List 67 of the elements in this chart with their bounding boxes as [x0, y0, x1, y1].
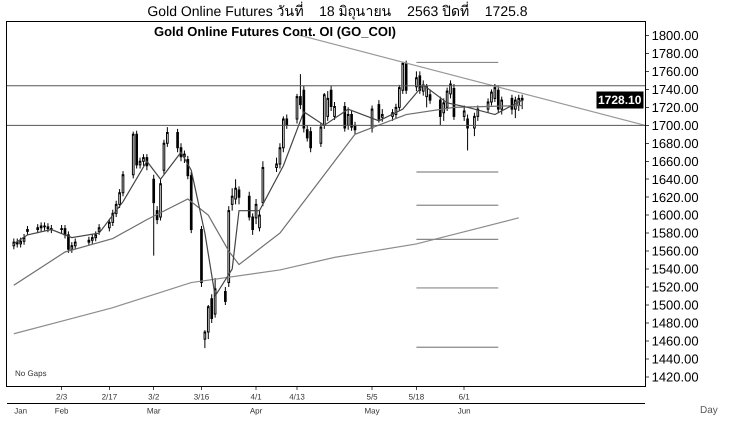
y-tick-label: 1540.00: [652, 262, 699, 277]
chart-subtitle: Gold Online Futures Cont. OI (GO_COI): [154, 24, 396, 39]
x-tick-label: 2/3: [56, 392, 68, 402]
candlestick: [43, 222, 46, 231]
candlestick: [46, 222, 50, 233]
x2-tick-label: May: [364, 406, 380, 416]
candlestick: [320, 123, 322, 148]
x2-tick-label: Feb: [54, 406, 70, 416]
y-tick-label: 1440.00: [652, 351, 699, 366]
candlestick: [88, 236, 90, 246]
annotation: 1728.10: [598, 93, 642, 107]
y-tick-label: 1660.00: [652, 154, 699, 169]
candlestick: [16, 238, 19, 248]
y-tick-label: 1620.00: [652, 190, 699, 205]
candlestick: [309, 126, 312, 153]
y-tick-label: 1580.00: [652, 226, 699, 241]
candlestick: [404, 60, 408, 94]
y-tick-label: 1500.00: [652, 298, 699, 313]
y-tick-label: 1600.00: [652, 208, 699, 223]
x-tick-label: 5/5: [366, 392, 378, 402]
text: Day: [700, 405, 718, 416]
candlestick: [74, 238, 77, 250]
y-tick-label: 1680.00: [652, 136, 699, 151]
candlestick: [50, 224, 53, 234]
y-tick-label: 1420.00: [652, 369, 699, 384]
y-tick-label: 1640.00: [652, 172, 699, 187]
candlestick: [90, 234, 94, 244]
x-tick-label: 3/16: [194, 392, 210, 402]
candlestick: [378, 100, 380, 124]
x2-tick-label: Jun: [458, 406, 471, 416]
x-tick-label: 4/1: [250, 392, 262, 402]
x-tick-label: 6/1: [458, 392, 470, 402]
chart-title: Gold Online Futures วันที่ 18 มิถุนายน 2563 ปิดที่ 1725.8: [147, 2, 528, 20]
y-tick-label: 1700.00: [652, 118, 699, 133]
y-tick-label: 1460.00: [652, 333, 699, 348]
candlestick: [262, 160, 264, 207]
candlestick: [142, 154, 145, 166]
candlestick: [350, 110, 353, 132]
x2-tick-label: Apr: [250, 406, 263, 416]
candlestick: [26, 225, 29, 236]
y-tick-label: 1800.00: [652, 28, 699, 44]
candlestick: [40, 222, 42, 232]
y-tick-label: 1780.00: [652, 46, 699, 61]
y-tick-label: 1720.00: [652, 100, 699, 115]
x2-tick-label: Jan: [14, 406, 28, 416]
candlestick: [438, 96, 442, 126]
x-tick-label: 5/18: [408, 392, 425, 402]
x-tick-label: 2/17: [102, 392, 118, 402]
x2-tick-label: Mar: [146, 406, 161, 416]
candlestick: [36, 224, 40, 234]
y-tick-label: 1760.00: [652, 64, 699, 79]
candlestick: [322, 92, 326, 130]
annotation: No Gaps: [15, 369, 47, 378]
candlestick: [520, 94, 524, 110]
candlestick: [19, 237, 22, 248]
x-tick-label: 4/13: [289, 392, 306, 402]
x-tick-label: 3/2: [148, 392, 160, 402]
y-tick-label: 1560.00: [652, 244, 699, 259]
y-tick-label: 1480.00: [652, 316, 699, 331]
y-tick-label: 1520.00: [652, 280, 699, 295]
candlestick: [452, 83, 456, 120]
candlestick: [415, 70, 418, 92]
candlestick: [22, 234, 26, 246]
y-tick-label: 1740.00: [652, 82, 699, 97]
candlestick: [510, 94, 514, 116]
candlestick: [425, 83, 428, 108]
candlestick: [132, 131, 135, 179]
